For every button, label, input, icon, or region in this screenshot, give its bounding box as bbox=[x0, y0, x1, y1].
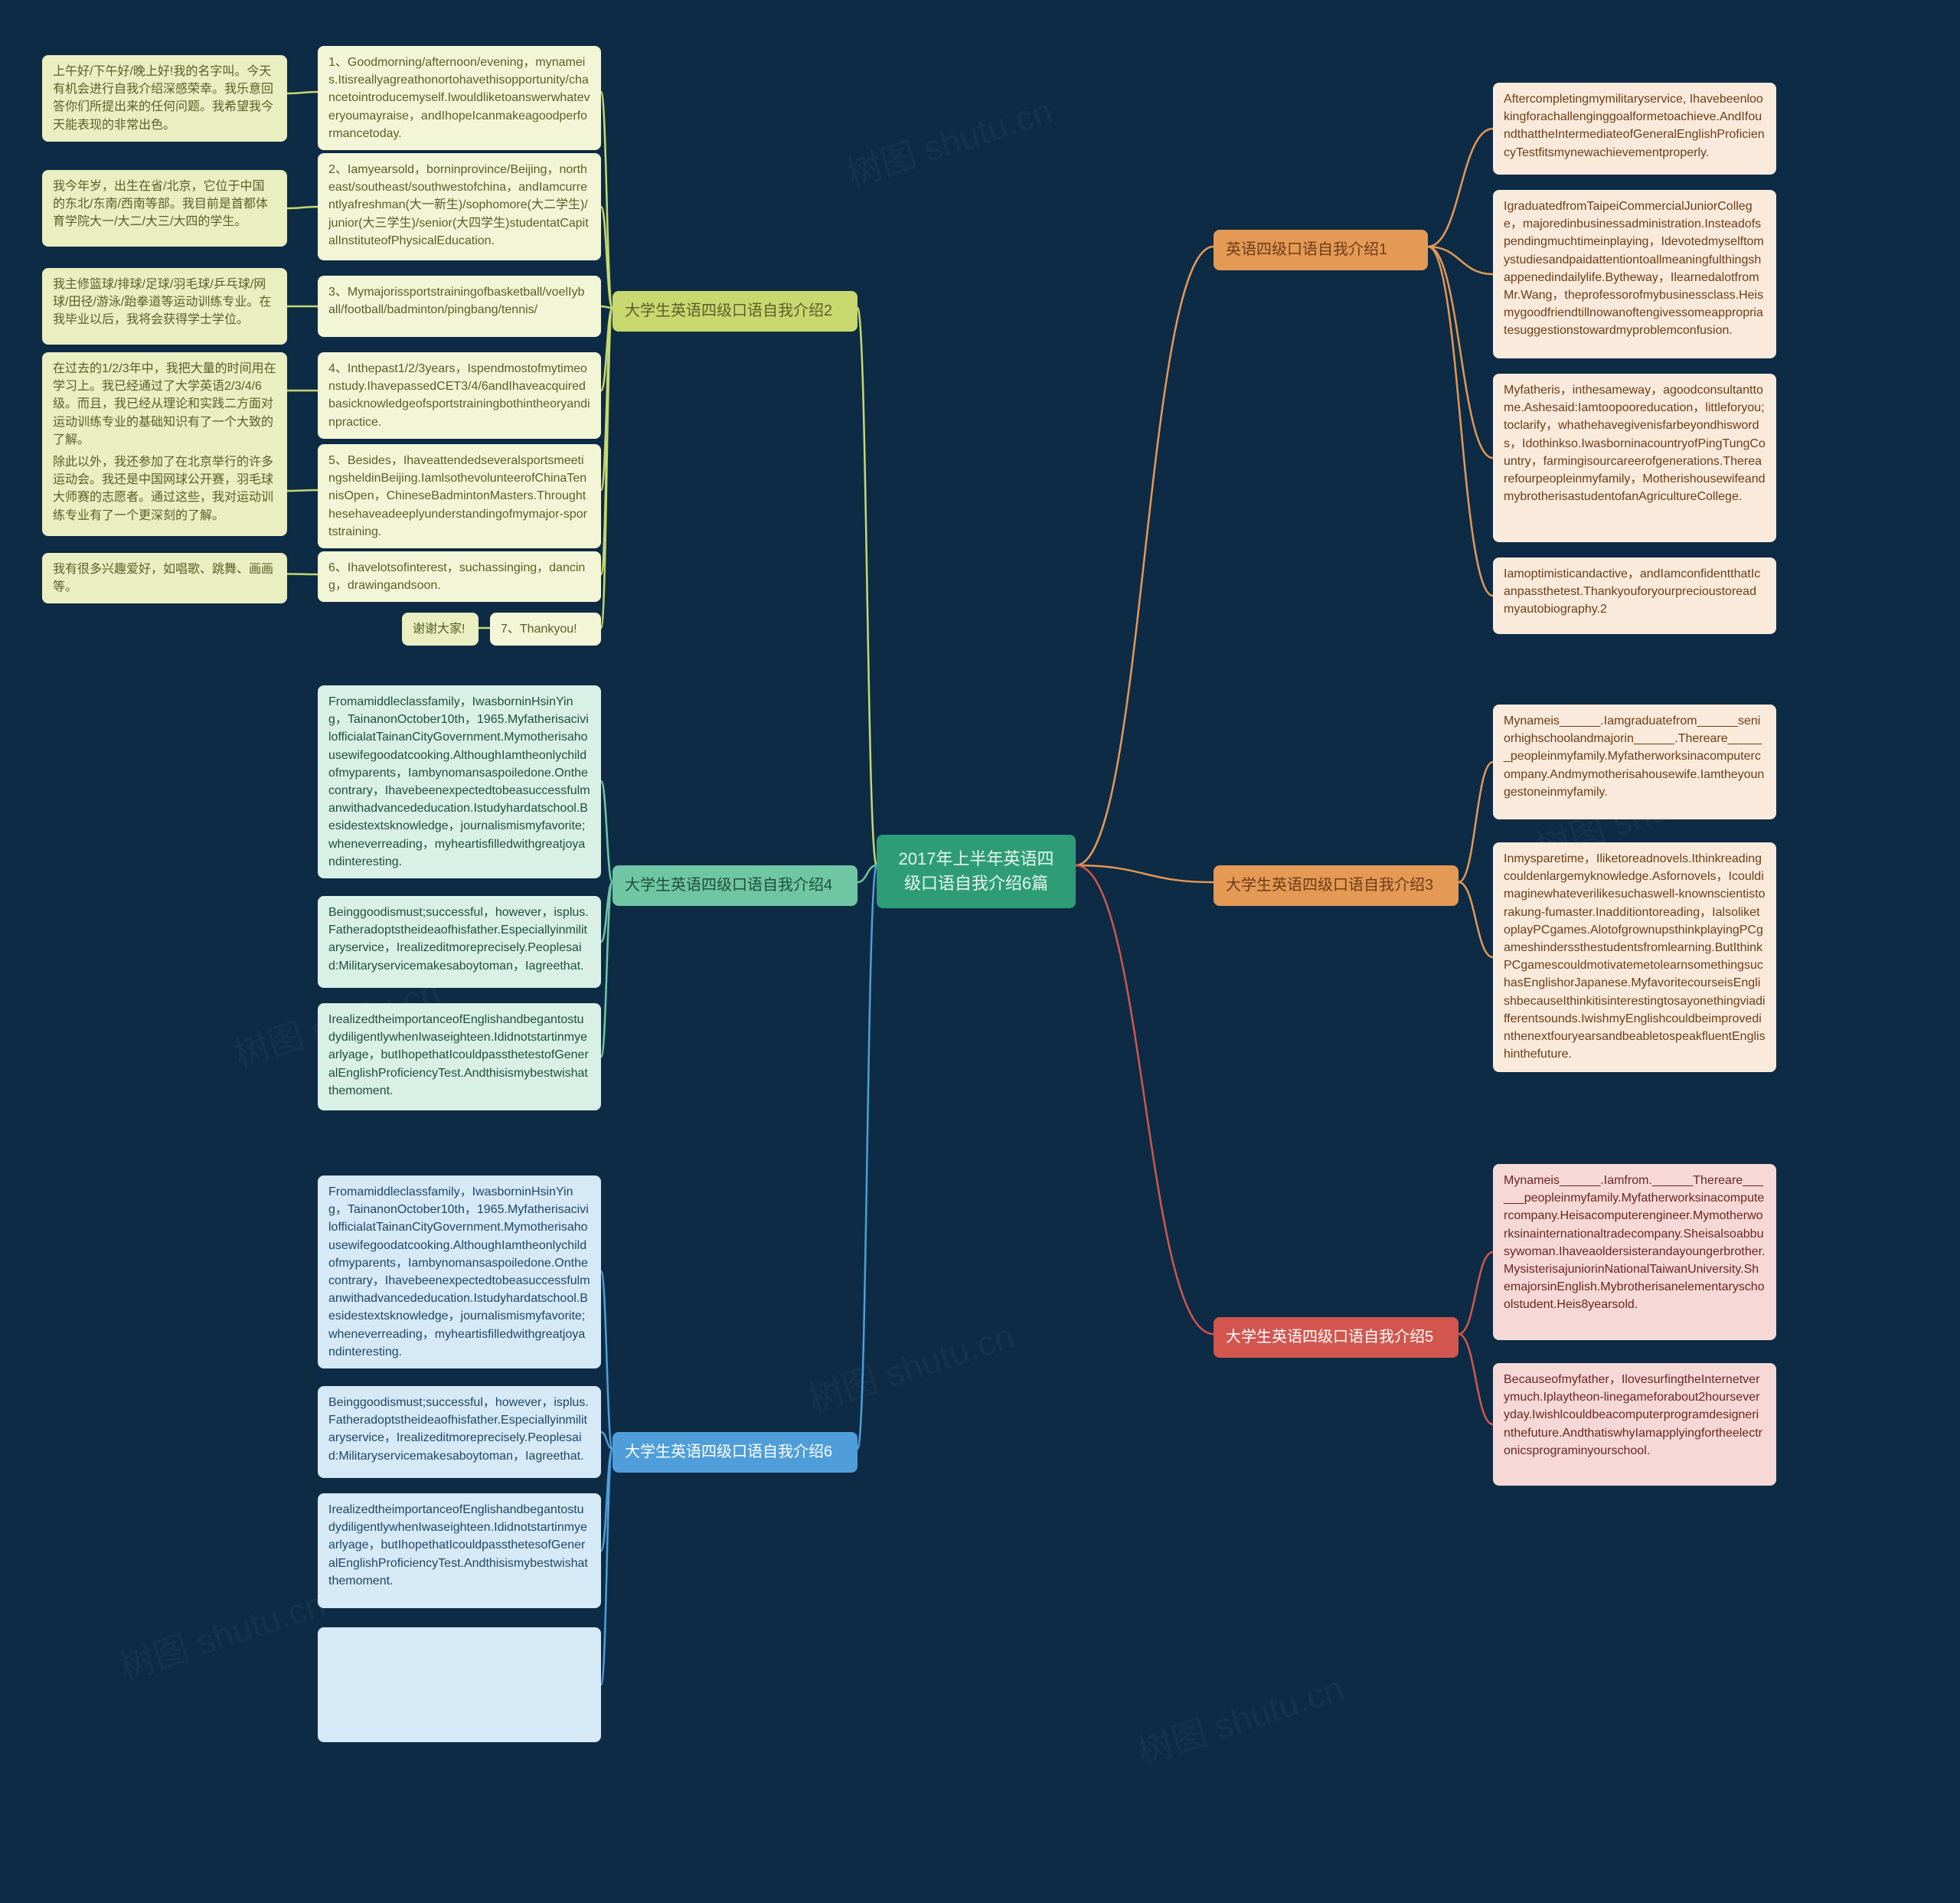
watermark: 树图 shutu.cn bbox=[802, 1309, 1020, 1423]
branch4-node: 大学生英语四级口语自我介绍4 bbox=[612, 865, 858, 906]
branch2-leaf-5: 6、Ihavelotsofinterest，suchassinging，danc… bbox=[318, 551, 601, 602]
branch2-side-1: 我今年岁，出生在省/北京，它位于中国的东北/东南/西南等部。我目前是首都体育学院… bbox=[42, 170, 287, 247]
branch5-node: 大学生英语四级口语自我介绍5 bbox=[1214, 1317, 1459, 1358]
branch4-leaf-1: Beinggoodismust;successful，however，isplu… bbox=[318, 896, 601, 988]
branch3-leaf-1: Inmysparetime，Iliketoreadnovels.Ithinkre… bbox=[1493, 842, 1776, 1072]
branch2-leaf-3: 4、Inthepast1/2/3years，Ispendmostofmytime… bbox=[318, 352, 601, 439]
branch4-leaf-0: Fromamiddleclassfamily，IwasborninHsinYin… bbox=[318, 685, 601, 878]
branch1-node: 英语四级口语自我介绍1 bbox=[1214, 230, 1428, 270]
center-node: 2017年上半年英语四级口语自我介绍6篇 bbox=[877, 835, 1076, 908]
branch6-leaf-2: IrealizedtheimportanceofEnglishandbegant… bbox=[318, 1493, 601, 1608]
branch3-node: 大学生英语四级口语自我介绍3 bbox=[1214, 865, 1459, 906]
branch2-node: 大学生英语四级口语自我介绍2 bbox=[612, 291, 858, 332]
watermark: 树图 shutu.cn bbox=[1131, 1661, 1349, 1775]
branch6-node: 大学生英语四级口语自我介绍6 bbox=[612, 1432, 858, 1473]
watermark: 树图 shutu.cn bbox=[113, 1577, 331, 1691]
branch2-side-2: 我主修篮球/排球/足球/羽毛球/乒乓球/网球/田径/游泳/跆拳道等运动训练专业。… bbox=[42, 268, 287, 345]
branch2-side-5: 我有很多兴趣爱好，如唱歌、跳舞、画画等。 bbox=[42, 553, 287, 603]
branch2-leaf-6: 7、Thankyou! bbox=[490, 613, 601, 646]
branch6-leaf-3 bbox=[318, 1627, 601, 1742]
watermark: 树图 shutu.cn bbox=[840, 83, 1058, 198]
branch6-leaf-0: Fromamiddleclassfamily，IwasborninHsinYin… bbox=[318, 1175, 601, 1368]
branch1-leaf-1: IgraduatedfromTaipeiCommercialJuniorColl… bbox=[1493, 190, 1776, 358]
branch2-leaf-2: 3、Mymajorissportstrainingofbasketball/vo… bbox=[318, 276, 601, 337]
branch5-leaf-1: Becauseofmyfather，IlovesurfingtheInterne… bbox=[1493, 1363, 1776, 1486]
branch2-leaf-0: 1、Goodmorning/afternoon/evening，mynameis… bbox=[318, 46, 601, 150]
branch2-side-6: 谢谢大家! bbox=[402, 613, 479, 646]
branch6-leaf-1: Beinggoodismust;successful，however，isplu… bbox=[318, 1386, 601, 1478]
branch2-leaf-1: 2、Iamyearsold，borninprovince/Beijing，nor… bbox=[318, 153, 601, 260]
branch4-leaf-2: IrealizedtheimportanceofEnglishandbegant… bbox=[318, 1003, 601, 1110]
branch2-side-4: 除此以外，我还参加了在北京举行的许多运动会。我还是中国网球公开赛，羽毛球大师赛的… bbox=[42, 446, 287, 536]
branch5-leaf-0: Mynameis______.Iamfrom.______Thereare___… bbox=[1493, 1164, 1776, 1340]
branch3-leaf-0: Mynameis______.Iamgraduatefrom______seni… bbox=[1493, 705, 1776, 819]
branch2-leaf-4: 5、Besides，Ihaveattendedseveralsportsmeet… bbox=[318, 444, 601, 548]
branch2-side-0: 上午好/下午好/晚上好!我的名字叫。今天有机会进行自我介绍深感荣幸。我乐意回答你… bbox=[42, 55, 287, 142]
branch1-leaf-3: Iamoptimisticandactive，andIamconfidentth… bbox=[1493, 557, 1776, 634]
branch1-leaf-0: Aftercompletingmymilitaryservice, Ihaveb… bbox=[1493, 83, 1776, 175]
branch2-side-3: 在过去的1/2/3年中，我把大量的时间用在学习上。我已经通过了大学英语2/3/4… bbox=[42, 352, 287, 456]
branch1-leaf-2: Myfatheris，inthesameway，agoodconsultantt… bbox=[1493, 374, 1776, 542]
